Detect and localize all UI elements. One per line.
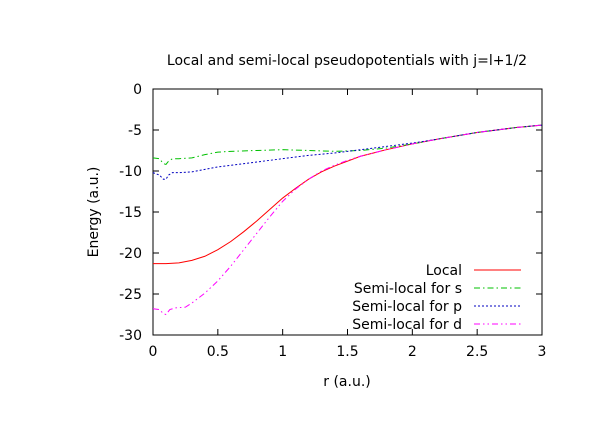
x-tick-label: 3 xyxy=(538,344,547,360)
y-tick-label: -15 xyxy=(119,205,142,221)
x-axis-ticks: 0 0.5 1 1.5 2 2.5 3 xyxy=(149,89,547,360)
x-tick-label: 1 xyxy=(278,344,287,360)
x-axis-title: r (a.u.) xyxy=(323,374,370,390)
y-tick-label: 0 xyxy=(133,82,142,98)
legend-label: Semi-local for d xyxy=(352,317,462,333)
y-tick-label: -10 xyxy=(119,164,142,180)
series-line-2 xyxy=(152,124,543,166)
y-axis-ticks: 0 -5 -10 -15 -20 -25 -30 xyxy=(119,82,542,344)
series-line-4 xyxy=(152,124,543,316)
legend: Local Semi-local for s Semi-local for p Sem… xyxy=(352,263,521,333)
series-layer xyxy=(152,124,543,316)
series-line-3 xyxy=(152,124,543,180)
y-tick-label: -20 xyxy=(119,246,142,262)
y-tick-label: -25 xyxy=(119,287,142,303)
x-tick-label: 2.5 xyxy=(466,344,488,360)
series-line-1 xyxy=(153,124,543,265)
y-tick-label: -30 xyxy=(119,328,142,344)
x-tick-label: 0 xyxy=(149,344,158,360)
plot-frame xyxy=(152,88,543,336)
y-axis-title: Energy (a.u.) xyxy=(86,167,102,258)
legend-label: Semi-local for s xyxy=(354,281,462,297)
x-tick-label: 0.5 xyxy=(207,344,229,360)
chart-title: Local and semi-local pseudopotentials wi… xyxy=(167,53,527,69)
legend-label: Semi-local for p xyxy=(352,299,462,315)
x-tick-label: 2 xyxy=(408,344,417,360)
y-tick-label: -5 xyxy=(128,123,142,139)
x-tick-label: 1.5 xyxy=(336,344,358,360)
legend-label: Local xyxy=(426,263,462,279)
